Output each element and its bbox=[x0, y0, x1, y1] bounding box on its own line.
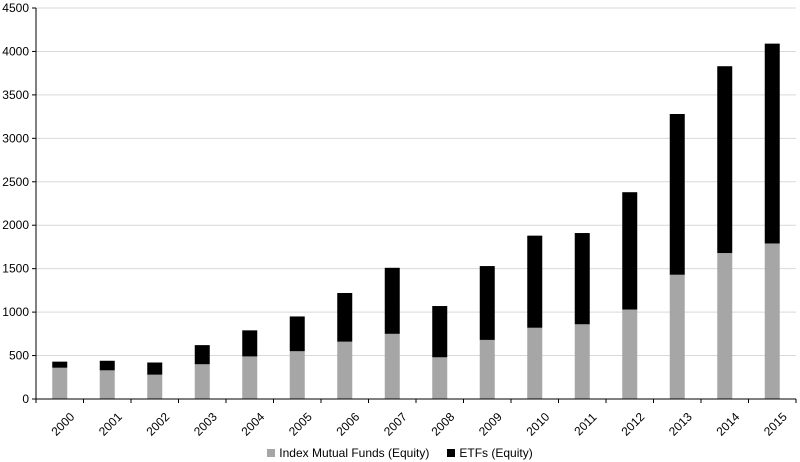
y-tick-label: 2500 bbox=[2, 175, 29, 189]
bar-etfs bbox=[527, 235, 543, 328]
x-tick-label: 2011 bbox=[571, 410, 599, 438]
x-tick-label: 2012 bbox=[619, 410, 648, 439]
gridlines bbox=[36, 7, 796, 357]
bar-etfs bbox=[764, 43, 780, 244]
bar-etfs bbox=[194, 345, 210, 365]
x-tick-label: 2015 bbox=[761, 410, 790, 439]
bar-etfs bbox=[717, 66, 733, 254]
x-tick-label: 2006 bbox=[334, 410, 363, 439]
stacked-bar-chart: 0 500 1000 1500 2000 2500 3000 3500 4000 4500 200… bbox=[2, 1, 797, 439]
x-tick-label: 2003 bbox=[191, 410, 220, 439]
bar-index-funds bbox=[384, 333, 400, 399]
x-tick-label: 2010 bbox=[524, 410, 553, 439]
bar-index-funds bbox=[669, 274, 685, 399]
bar-index-funds bbox=[432, 357, 448, 399]
y-tick-label: 0 bbox=[22, 392, 29, 406]
legend-swatch-black bbox=[447, 449, 456, 457]
bar-index-funds bbox=[574, 324, 590, 399]
legend-label-etfs: ETFs (Equity) bbox=[459, 446, 533, 460]
y-tick-label: 3500 bbox=[2, 88, 29, 102]
legend-swatch-gray bbox=[267, 449, 276, 457]
bars bbox=[52, 43, 780, 399]
legend-item-etfs: ETFs (Equity) bbox=[447, 446, 533, 460]
bar-etfs bbox=[52, 361, 68, 368]
bar-etfs bbox=[147, 362, 163, 375]
bar-index-funds bbox=[527, 327, 543, 399]
x-axis-tick-labels: 2000 2001 2002 2003 2004 2005 2006 2007 2008 2009… bbox=[35, 399, 797, 439]
bar-etfs bbox=[432, 306, 448, 358]
bar-index-funds bbox=[289, 351, 305, 399]
bar-index-funds bbox=[242, 356, 258, 399]
bar-etfs bbox=[622, 192, 638, 310]
bar-index-funds bbox=[99, 370, 115, 399]
x-tick-label: 2014 bbox=[714, 410, 743, 439]
bar-index-funds bbox=[147, 374, 163, 399]
y-tick-label: 1500 bbox=[2, 262, 29, 276]
legend-label-index-funds: Index Mutual Funds (Equity) bbox=[279, 446, 430, 460]
bar-etfs bbox=[669, 114, 685, 275]
x-tick-label: 2001 bbox=[96, 410, 125, 439]
legend-item-index-funds: Index Mutual Funds (Equity) bbox=[267, 446, 429, 460]
bar-etfs bbox=[384, 267, 400, 334]
bar-index-funds bbox=[622, 309, 638, 399]
bar-index-funds bbox=[52, 367, 68, 399]
x-tick-label: 2005 bbox=[286, 410, 315, 439]
bar-index-funds bbox=[764, 243, 780, 399]
bar-index-funds bbox=[337, 341, 353, 399]
y-tick-label: 500 bbox=[9, 349, 29, 363]
y-tick-label: 4500 bbox=[2, 1, 29, 15]
y-tick-label: 2000 bbox=[2, 218, 29, 232]
bar-etfs bbox=[242, 330, 258, 357]
bar-index-funds bbox=[194, 364, 210, 399]
x-tick-label: 2000 bbox=[49, 410, 78, 439]
bar-index-funds bbox=[479, 339, 495, 399]
x-tick-label: 2004 bbox=[239, 410, 268, 439]
y-axis-tick-labels: 0 500 1000 1500 2000 2500 3000 3500 4000 4500 bbox=[2, 1, 36, 406]
y-tick-label: 1000 bbox=[2, 305, 29, 319]
bar-etfs bbox=[99, 360, 115, 371]
x-tick-label: 2009 bbox=[476, 410, 505, 439]
x-tick-label: 2008 bbox=[429, 410, 458, 439]
legend: Index Mutual Funds (Equity) ETFs (Equity… bbox=[0, 444, 800, 462]
bar-index-funds bbox=[717, 253, 733, 399]
y-tick-label: 4000 bbox=[2, 44, 29, 58]
x-tick-label: 2013 bbox=[666, 410, 695, 439]
bar-etfs bbox=[289, 316, 305, 352]
bar-etfs bbox=[337, 292, 353, 342]
bar-etfs bbox=[574, 233, 590, 325]
bar-etfs bbox=[479, 266, 495, 340]
x-tick-label: 2002 bbox=[144, 410, 173, 439]
y-tick-label: 3000 bbox=[2, 131, 29, 145]
x-tick-label: 2007 bbox=[381, 410, 410, 439]
